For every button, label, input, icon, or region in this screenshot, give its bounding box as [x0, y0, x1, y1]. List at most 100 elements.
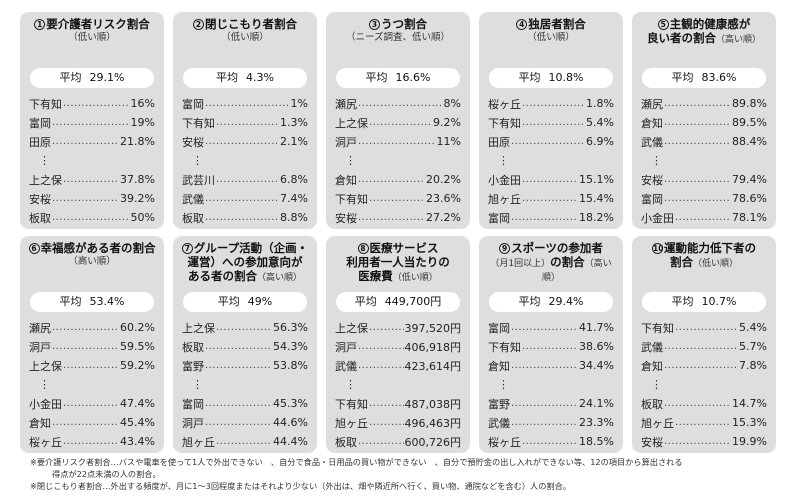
area-value: 5.4%	[739, 321, 767, 334]
ellipsis-separator: ⋮	[192, 378, 203, 391]
card-number-badge: 6	[28, 243, 40, 254]
stat-card-8: 8 医療サービス 利用者一人当たりの 医療費（低い順） 平均 449,700円 上之保...…	[326, 236, 470, 453]
ellipsis-separator: ⋮	[498, 378, 509, 391]
leader-dots: ........................................…	[664, 436, 731, 447]
leader-dots: ........................................…	[675, 322, 738, 333]
area-value: 15.4%	[579, 192, 614, 205]
area-value: 406,918円	[404, 340, 462, 354]
card-header: 5 主観的健康感が 良い者の割合（高い順）	[638, 17, 770, 66]
card-title: 7 グループ活動（企画・	[179, 241, 311, 256]
area-value: 89.5%	[732, 116, 767, 129]
footnote-1-cont: 得点が22点未満の人の割合。	[52, 469, 161, 479]
area-name: 下有知	[182, 116, 215, 130]
area-value: 79.4%	[732, 173, 767, 186]
area-value: 27.2%	[426, 211, 461, 224]
card-title-line1: 独居者割合	[528, 17, 586, 31]
ranking-list: 瀬尻......................................…	[638, 94, 770, 227]
stat-card-9: 9 スポーツの参加者 （月1回以上）の割合（高い順） 平均 29.4% 富岡.......…	[479, 236, 623, 453]
leader-dots: ........................................…	[358, 212, 425, 223]
card-title-line2: （月1回以上）の割合（高い順）	[485, 254, 617, 284]
area-value: 600,726円	[404, 435, 462, 449]
area-value: 24.1%	[579, 397, 614, 410]
footnotes: ※要介護リスク者割合…バスや電車を使って1人で外出できない 、自分で食品・日用品…	[30, 456, 770, 492]
leader-dots: ........................................…	[369, 117, 432, 128]
card-number-badge: 7	[181, 243, 193, 254]
area-name: 安桜	[335, 211, 357, 225]
leader-dots: ........................................…	[522, 174, 578, 185]
ranking-row: 富岡......................................…	[641, 189, 767, 208]
area-value: 18.2%	[579, 211, 614, 224]
leader-dots: ........................................…	[216, 117, 279, 128]
leader-dots: ........................................…	[664, 360, 739, 371]
ranking-row: 洞戸......................................…	[29, 337, 155, 356]
card-number-badge: 2	[193, 19, 204, 30]
leader-dots: ........................................…	[52, 136, 119, 147]
ranking-row: 武儀......................................…	[641, 337, 767, 356]
area-value: 23.6%	[426, 192, 461, 205]
area-value: 38.6%	[579, 340, 614, 353]
card-title-text: 運営）への参加意向が	[187, 254, 303, 269]
area-value: 21.8%	[120, 135, 155, 148]
card-title-line1: 主観的健康感が	[669, 17, 751, 31]
card-title-line1: 医療サービス	[369, 241, 439, 255]
leader-dots: ........................................…	[664, 193, 731, 204]
leader-dots: ........................................…	[369, 193, 425, 204]
ranking-row: 倉知......................................…	[29, 413, 155, 432]
ellipsis-separator: ⋮	[345, 154, 356, 167]
card-header: 8 医療サービス 利用者一人当たりの 医療費（低い順）	[332, 241, 464, 290]
leader-dots: ........................................…	[205, 98, 290, 109]
leader-dots: ........................................…	[664, 136, 731, 147]
ellipsis-separator: ⋮	[651, 378, 662, 391]
card-subtitle: （低い順）	[221, 31, 269, 43]
area-name: 下有知	[488, 116, 521, 130]
card-title-line1: 要介護者リスク割合	[46, 17, 150, 31]
leader-dots: ........................................…	[522, 193, 578, 204]
ranking-row: 上之保.....................................…	[182, 318, 308, 337]
area-name: 上之保	[335, 321, 368, 335]
ranking-row: 富岡......................................…	[488, 318, 614, 337]
area-name: 桜ヶ丘	[488, 435, 521, 449]
area-name: 安桜	[182, 135, 204, 149]
ranking-row: 洞戸......................................…	[335, 132, 461, 151]
area-name: 安桜	[641, 173, 663, 187]
leader-dots: ........................................…	[358, 174, 425, 185]
ranking-row: 上之保.....................................…	[29, 356, 155, 375]
area-name: 上之保	[29, 173, 62, 187]
average-pill: 平均 16.6%	[336, 68, 460, 88]
average-label: 平均	[518, 71, 541, 84]
card-header: 3 うつ割合 （ニーズ調査、低い順）	[332, 17, 464, 66]
average-pill: 平均 10.7%	[642, 292, 766, 312]
ranking-list: 瀬尻......................................…	[26, 318, 158, 451]
card-title-line1: 幸福感がある者の割合	[40, 241, 156, 255]
area-name: 下有知	[488, 340, 521, 354]
ranking-row: 安桜......................................…	[335, 208, 461, 227]
area-name: 板取	[335, 435, 357, 449]
card-title-text: の割合	[550, 254, 585, 269]
leader-dots: ........................................…	[511, 322, 578, 333]
card-number-badge: 1	[34, 19, 46, 30]
area-name: 安桜	[29, 192, 51, 206]
area-value: 50%	[130, 211, 155, 224]
area-name: 小金田	[641, 211, 674, 225]
leader-dots: ........................................…	[205, 360, 272, 371]
card-title: 1 要介護者リスク割合	[26, 17, 158, 32]
footnote-1: ※要介護リスク者割合…バスや電車を使って1人で外出できない 、自分で食品・日用品…	[30, 457, 683, 467]
ranking-row: 上之保.....................................…	[335, 318, 461, 337]
ranking-list: 富岡......................................…	[179, 94, 311, 227]
ranking-row: 武儀......................................…	[335, 356, 461, 375]
leader-dots: ........................................…	[216, 436, 272, 447]
card-title-line2: 利用者一人当たりの	[332, 255, 464, 270]
ranking-row: 安桜......................................…	[641, 170, 767, 189]
ranking-row: 小金田.....................................…	[488, 170, 614, 189]
ranking-row: 下有知.....................................…	[182, 113, 308, 132]
area-name: 倉知	[29, 416, 51, 430]
ranking-list: 富岡......................................…	[485, 318, 617, 451]
average-value: 83.6%	[701, 71, 737, 84]
card-header: 9 スポーツの参加者 （月1回以上）の割合（高い順）	[485, 241, 617, 290]
average-label: 平均	[365, 71, 388, 84]
ranking-row: 武儀......................................…	[488, 413, 614, 432]
stat-card-2: 2 閉じこもり者割合 （低い順） 平均 4.3% 富岡..................…	[173, 12, 317, 229]
leader-dots: ........................................…	[522, 341, 578, 352]
area-name: 板取	[29, 211, 51, 225]
card-title: 6 幸福感がある者の割合	[26, 241, 158, 256]
